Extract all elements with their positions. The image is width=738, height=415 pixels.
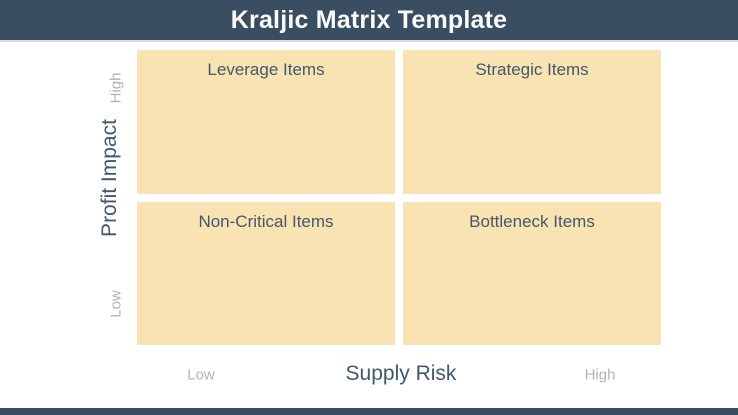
quadrant-bottleneck-items: Bottleneck Items bbox=[403, 201, 661, 345]
matrix-grid: Leverage Items Strategic Items Non-Criti… bbox=[137, 50, 661, 345]
page-title: Kraljic Matrix Template bbox=[230, 5, 508, 34]
x-axis-tick-high: High bbox=[584, 366, 616, 384]
quadrant-label: Non-Critical Items bbox=[198, 211, 334, 231]
quadrant-non-critical-items: Non-Critical Items bbox=[137, 201, 395, 345]
quadrant-label: Strategic Items bbox=[475, 60, 589, 79]
x-axis-label: Supply Risk bbox=[345, 362, 457, 385]
y-axis-label: Profit Impact bbox=[98, 119, 121, 237]
quadrant-leverage-items: Leverage Items bbox=[137, 50, 395, 194]
quadrant-strategic-items: Strategic Items bbox=[403, 50, 661, 194]
footer-bar bbox=[0, 408, 738, 415]
y-axis-tick-high: High bbox=[107, 72, 125, 104]
x-axis-tick-low: Low bbox=[187, 366, 215, 384]
quadrant-label: Leverage Items bbox=[207, 60, 325, 79]
y-axis-tick-low: Low bbox=[107, 290, 125, 318]
header-bar: Kraljic Matrix Template bbox=[0, 0, 738, 42]
quadrant-label: Bottleneck Items bbox=[469, 211, 595, 231]
